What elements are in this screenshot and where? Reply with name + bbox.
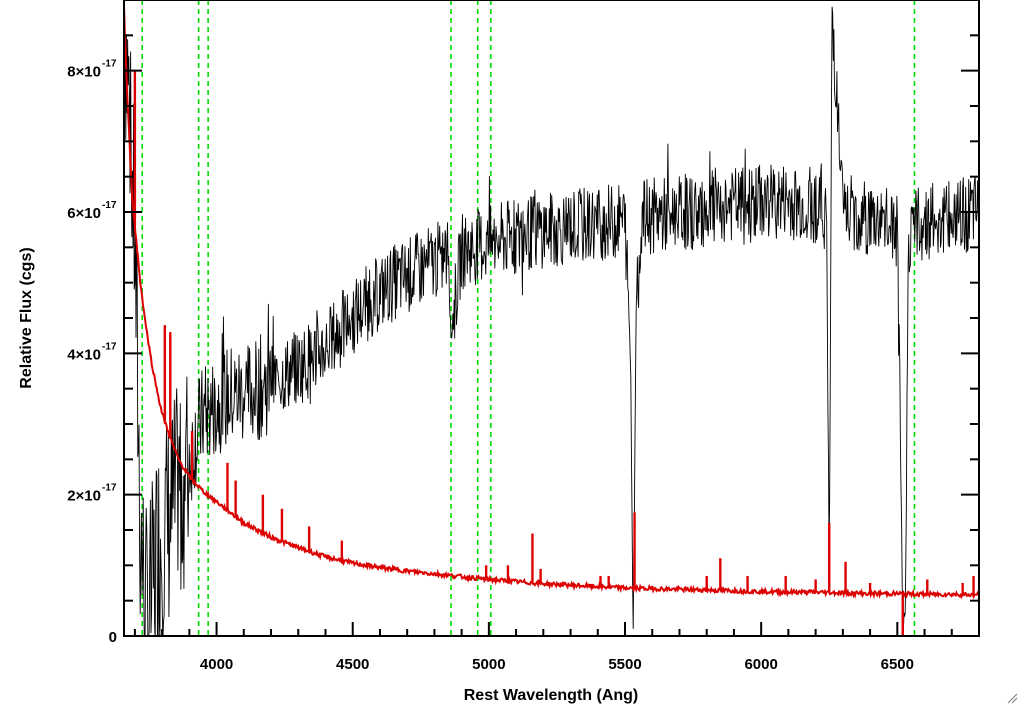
y-tick-label: 2×10 bbox=[67, 488, 101, 505]
x-tick-label: 5000 bbox=[472, 656, 505, 673]
x-axis-label: Rest Wavelength (Ang) bbox=[464, 687, 639, 704]
y-tick-label: 0 bbox=[109, 629, 117, 646]
x-tick-label: 5500 bbox=[608, 656, 641, 673]
x-tick-label: 4000 bbox=[200, 656, 233, 673]
y-tick-exponent: -17 bbox=[102, 341, 117, 352]
series-layer bbox=[124, 6, 979, 636]
series-line-red bbox=[124, 6, 979, 600]
y-tick-label: 8×10 bbox=[67, 64, 101, 81]
resize-grip-icon[interactable] bbox=[1006, 692, 1018, 704]
y-tick-exponent: -17 bbox=[102, 483, 117, 494]
y-tick-label: 6×10 bbox=[67, 205, 101, 222]
reference-lines bbox=[141, 0, 916, 636]
x-tick-label: 6000 bbox=[744, 656, 777, 673]
y-tick-exponent: -17 bbox=[102, 200, 117, 211]
y-tick-exponent: -17 bbox=[102, 59, 117, 70]
y-axis-label: Relative Flux (cgs) bbox=[18, 247, 35, 388]
x-tick-label: 6500 bbox=[881, 656, 914, 673]
series-line-black bbox=[124, 6, 979, 636]
plot-frame bbox=[123, 0, 980, 637]
y-tick-label: 4×10 bbox=[67, 346, 101, 363]
x-tick-label: 4500 bbox=[336, 656, 369, 673]
